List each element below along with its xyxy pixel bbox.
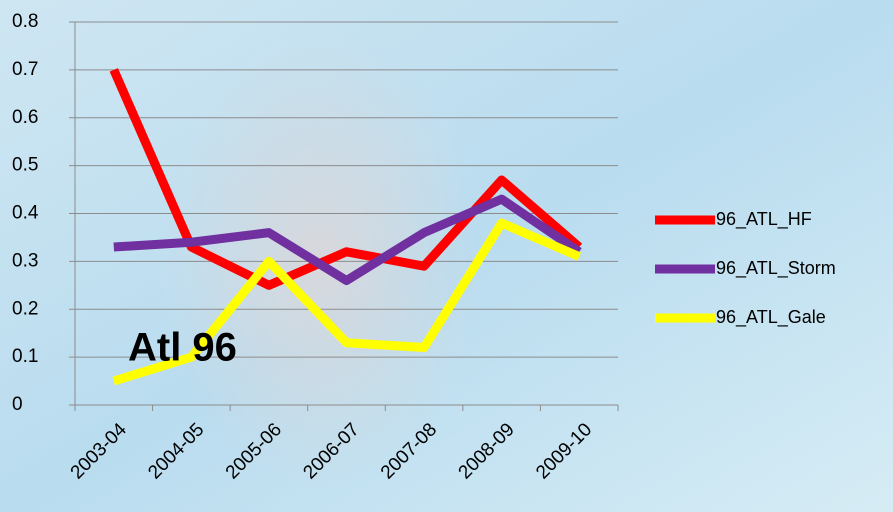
y-tick-label: 0 <box>12 394 23 415</box>
series-line <box>112 218 581 386</box>
y-tick-label: 0.8 <box>12 11 38 32</box>
y-tick-label: 0.2 <box>12 298 38 319</box>
y-tick-label: 0.4 <box>12 203 39 224</box>
y-tick-label: 0.3 <box>12 250 38 271</box>
y-tick-label: 0.6 <box>12 107 38 128</box>
legend-label: 96_ATL_HF <box>716 209 812 230</box>
legend-label: 96_ATL_Gale <box>716 307 826 328</box>
series-line <box>113 194 582 286</box>
annotation: Atl 96 <box>128 326 237 370</box>
y-tick-label: 0.1 <box>12 346 38 367</box>
series-line <box>109 68 583 290</box>
y-tick-label: 0.7 <box>12 59 38 80</box>
legend-label: 96_ATL_Storm <box>716 258 836 279</box>
y-tick-label: 0.5 <box>12 155 38 176</box>
